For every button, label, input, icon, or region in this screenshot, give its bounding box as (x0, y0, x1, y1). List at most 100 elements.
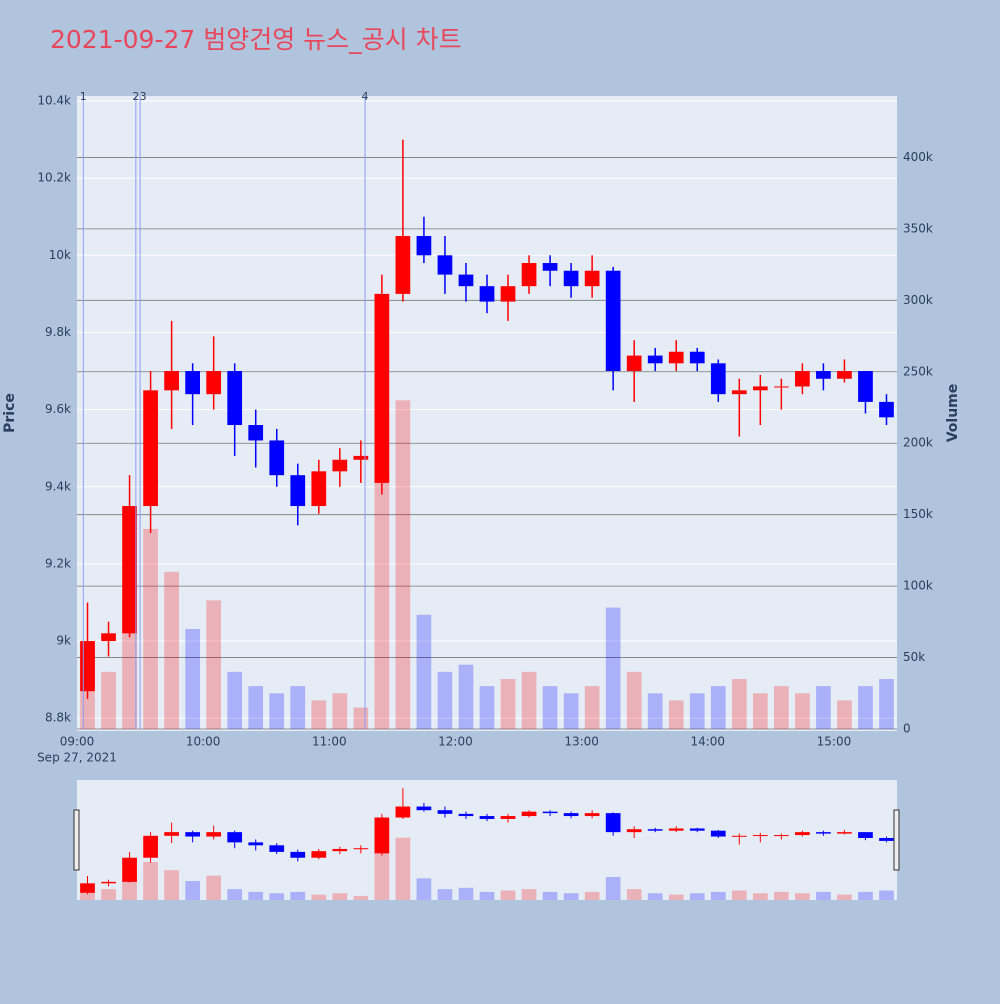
x-tick-label: 09:00 (60, 735, 95, 749)
slider-candle-body (416, 806, 432, 811)
slider-candle-body (774, 835, 789, 837)
slider-candle-body (605, 813, 621, 833)
volume-bar (752, 693, 768, 729)
candle-body (332, 459, 348, 472)
volume-bar (879, 678, 894, 729)
y-tick-label: 10k (49, 248, 71, 262)
volume-bar (795, 693, 810, 729)
x-tick-label: 14:00 (690, 735, 725, 749)
slider-volume-bar (879, 890, 894, 900)
candle-body (731, 390, 747, 395)
slider-candle-body (269, 845, 285, 852)
candle-body (269, 440, 285, 476)
slider-handle (73, 809, 80, 871)
candle-body (416, 236, 432, 256)
slider-volume-bar (332, 893, 348, 900)
volume-bar (500, 678, 516, 729)
candle-body (689, 351, 705, 364)
slider-candle-body (311, 851, 327, 858)
event-label: 2 (132, 90, 139, 103)
slider-volume-bar (816, 891, 831, 900)
candle-body (542, 263, 558, 271)
volume-bar (374, 471, 390, 729)
slider-candle-body (122, 857, 137, 882)
slider-candle-body (458, 813, 474, 817)
candle-body (837, 371, 852, 379)
y-tick-label: 8.8k (45, 711, 71, 725)
volume-bar (584, 686, 600, 729)
slider-volume-bar (689, 893, 705, 900)
y2-tick-label: 100k (903, 579, 933, 593)
y-tick-label: 9.8k (45, 325, 71, 339)
volume-bar (626, 671, 642, 729)
slider-volume-bar (605, 876, 621, 900)
candle-body (795, 371, 810, 387)
slider-volume-bar (458, 887, 474, 900)
slider-candle-body (731, 835, 747, 837)
slider-volume-bar (374, 851, 390, 900)
candle-body (500, 286, 516, 302)
candle-body (374, 293, 390, 483)
slider-candle-body (795, 832, 810, 836)
event-label: 4 (362, 90, 369, 103)
slider-candle-body (647, 829, 663, 831)
volume-bar (710, 686, 726, 729)
volume-bar (101, 671, 116, 729)
slider-volume-bar (731, 890, 747, 900)
volume-bar (689, 693, 705, 729)
x-tick-label: 15:00 (817, 735, 852, 749)
slider-candle-body (101, 881, 116, 884)
volume-bar (542, 686, 558, 729)
candle-body (668, 351, 684, 364)
candle-body (206, 371, 222, 395)
candle-body (816, 371, 831, 379)
y2-tick-label: 400k (903, 150, 933, 164)
slider-candle-body (185, 832, 200, 837)
volume-bar (437, 671, 453, 729)
slider-volume-bar (248, 891, 264, 900)
slider-candle-body (164, 832, 179, 836)
slider-candle-body (143, 835, 158, 858)
slider-volume-bar (584, 891, 600, 900)
slider-volume-bar (774, 891, 789, 900)
y-tick-label: 10.2k (37, 171, 71, 185)
candle-body (584, 270, 600, 287)
event-label: 1 (80, 90, 87, 103)
slider-candle-body (542, 811, 558, 814)
candle-body (879, 401, 894, 418)
slider-volume-bar (795, 893, 810, 900)
slider-volume-bar (563, 893, 579, 900)
y2-tick-label: 150k (903, 507, 933, 521)
candle-body (521, 263, 537, 287)
volume-bar (816, 686, 831, 729)
slider-candle-body (353, 848, 369, 850)
candle-body (563, 270, 579, 287)
y-axis-title: Price (2, 393, 18, 433)
slider-volume-bar (521, 889, 537, 900)
y2-tick-label: 200k (903, 436, 933, 450)
candle-body (248, 425, 264, 441)
slider-volume-bar (269, 893, 285, 900)
slider-volume-bar (837, 894, 852, 900)
x-tick-label: 13:00 (564, 735, 599, 749)
slider-volume-bar (101, 889, 116, 900)
volume-bar (858, 686, 873, 729)
slider-volume-bar (227, 889, 243, 900)
volume-bar (164, 571, 179, 729)
volume-bar (731, 678, 747, 729)
x-tick-label: 12:00 (438, 735, 473, 749)
slider-volume-bar (479, 891, 495, 900)
volume-bar (774, 686, 789, 729)
chart-title: 2021-09-27 범양건영 뉴스_공시 차트 (50, 25, 462, 54)
slider-candle-body (816, 832, 831, 834)
slider-candle-body (689, 828, 705, 831)
slider-candle-body (437, 810, 453, 814)
y2-tick-label: 50k (903, 650, 925, 664)
volume-bar (395, 400, 411, 729)
volume-bar (185, 628, 200, 729)
volume-bar (647, 693, 663, 729)
slider-candle-body (584, 813, 600, 817)
y-tick-label: 9k (56, 634, 71, 648)
slider-candle-body (752, 835, 768, 837)
